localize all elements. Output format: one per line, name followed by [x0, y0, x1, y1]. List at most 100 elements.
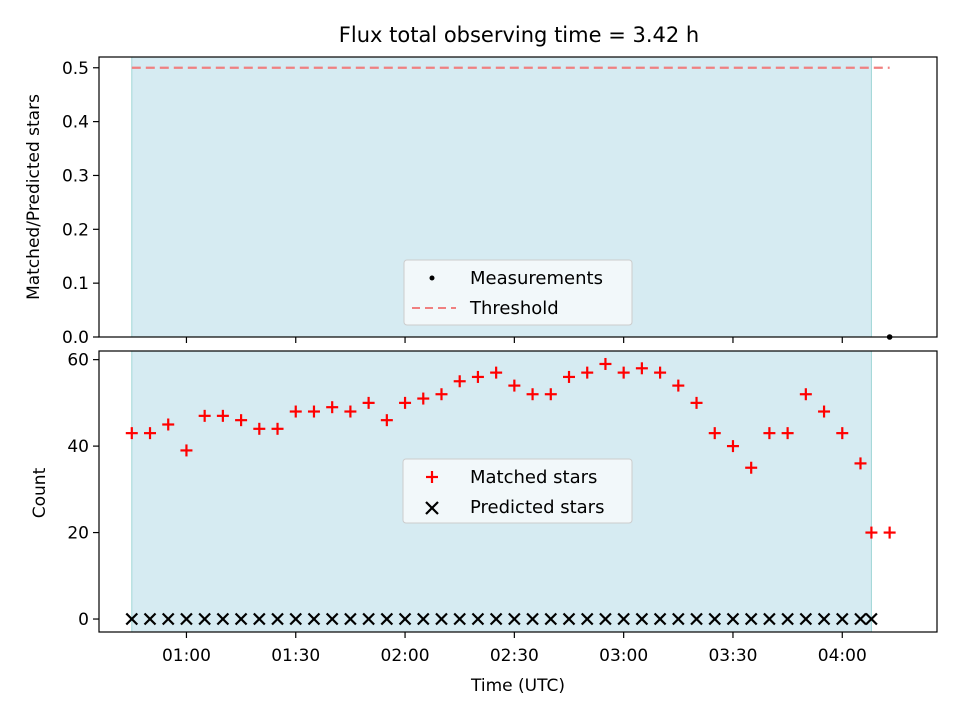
predicted-star-point: [307, 612, 321, 626]
predicted-star-point: [234, 612, 248, 626]
matched-star-point: [599, 357, 612, 370]
x-tick-label: 02:30: [490, 646, 539, 666]
legend-measurements-label: Measurements: [470, 268, 603, 289]
predicted-star-point: [726, 612, 740, 626]
predicted-star-point: [180, 612, 193, 626]
matched-star-point: [581, 366, 594, 379]
predicted-star-point: [672, 612, 685, 626]
bottom-plot-frame: [98, 350, 938, 633]
x-axis-label: Time (UTC): [470, 676, 565, 696]
top-y-tick-label: 0.0: [62, 328, 89, 348]
matched-star-point: [253, 422, 266, 435]
legend-matched-label: Matched stars: [470, 467, 597, 488]
predicted-star-point: [289, 612, 303, 626]
bottom-y-tick-label: 40: [67, 437, 89, 457]
predicted-star-point: [865, 612, 878, 626]
matched-star-point: [708, 427, 721, 440]
chart-title: Flux total observing time = 3.42 h: [339, 23, 699, 47]
top-x-ticks: [185, 337, 843, 343]
predicted-star-point: [744, 612, 758, 626]
predicted-star-point: [580, 612, 594, 626]
predicted-star-point: [344, 612, 357, 626]
matched-star-point: [690, 396, 703, 409]
predicted-star-point: [125, 612, 139, 626]
predicted-star-point: [398, 612, 412, 626]
matched-star-point: [563, 370, 576, 383]
bottom-y-axis-label: Count: [30, 467, 50, 518]
predicted-star-point: [690, 612, 703, 626]
predicted-star-point: [271, 612, 284, 626]
matched-star-point: [672, 379, 685, 392]
predicted-star-point: [362, 612, 375, 626]
top-y-tick-label: 0.1: [62, 274, 89, 294]
predicted-star-point: [325, 612, 339, 626]
predicted-star-point: [854, 612, 867, 626]
predicted-star-point: [380, 612, 394, 626]
bottom-x-axis: 01:00 01:30 02:00 02:30 03:00 03:30 04:00: [162, 632, 867, 666]
top-y-axis: 0.0 0.1 0.2 0.3 0.4 0.5: [62, 59, 99, 348]
top-y-tick-label: 0.4: [62, 113, 89, 133]
matched-star-point: [617, 366, 630, 379]
predicted-star-point: [508, 612, 521, 626]
top-y-tick-label: 0.2: [62, 220, 89, 240]
predicted-star-point: [799, 612, 813, 626]
matched-star-point: [271, 422, 284, 435]
top-y-tick-label: 0.5: [62, 59, 89, 79]
matched-star-point: [745, 461, 758, 474]
predicted-star-point: [526, 612, 539, 626]
predicted-star-point: [471, 612, 485, 626]
matched-star-point: [216, 409, 229, 422]
top-plot-frame: [98, 56, 938, 338]
matched-star-point: [344, 405, 357, 418]
predicted-star-point: [453, 612, 466, 626]
predicted-star-point: [161, 612, 175, 626]
matched-star-point: [508, 379, 521, 392]
matched-star-point: [781, 427, 794, 440]
predicted-star-point: [416, 612, 430, 626]
legend-predicted-label: Predicted stars: [470, 497, 604, 518]
bottom-y-axis: 0 20 40 60: [67, 351, 99, 630]
matched-star-point: [307, 405, 320, 418]
x-tick-label: 03:30: [708, 646, 757, 666]
matched-star-point: [125, 427, 138, 440]
matched-star-point: [399, 396, 412, 409]
predicted-star-point: [781, 612, 794, 626]
bottom-legend: Matched stars Predicted stars: [402, 458, 633, 524]
x-tick-label: 02:00: [381, 646, 430, 666]
predicted-star-point: [216, 612, 230, 626]
matched-star-point: [380, 414, 393, 427]
predicted-star-point: [143, 612, 157, 626]
matched-star-point: [362, 396, 375, 409]
matched-star-point: [526, 388, 539, 401]
matched-star-point: [453, 375, 466, 388]
predicted-star-point: [835, 612, 849, 626]
predicted-star-point: [253, 612, 266, 626]
matched-star-point: [854, 457, 867, 470]
predicted-star-point: [599, 612, 612, 626]
x-tick-label: 03:00: [599, 646, 648, 666]
top-legend-box: [403, 259, 633, 326]
matched-star-point: [326, 401, 339, 414]
matched-star-point: [799, 388, 812, 401]
legend-measurements-marker: [429, 275, 435, 281]
predicted-star-point: [489, 612, 503, 626]
matched-star-point: [635, 362, 648, 375]
x-tick-label: 04:00: [818, 646, 867, 666]
bottom-legend-box: [402, 458, 633, 524]
legend-matched-marker: [426, 471, 438, 483]
matched-star-point: [417, 392, 430, 405]
top-y-tick-label: 0.3: [62, 166, 89, 186]
matched-star-point: [726, 440, 739, 453]
matched-star-point: [180, 444, 193, 457]
predicted-star-point: [635, 612, 649, 626]
matched-star-point: [883, 526, 896, 539]
predicted-star-point: [198, 612, 211, 626]
predicted-star-point: [562, 612, 576, 626]
matched-star-point: [235, 414, 248, 427]
matched-star-point: [435, 388, 448, 401]
bottom-panel: 0 20 40 60 01:00 01:30 02:00 02:30 03:00 03:30 04…: [30, 350, 938, 696]
matched-star-point: [144, 427, 157, 440]
bottom-y-tick-label: 20: [67, 524, 89, 544]
matched-star-point: [763, 427, 776, 440]
